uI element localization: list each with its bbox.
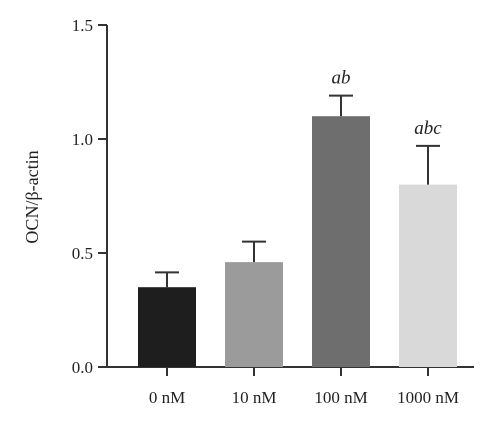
x-tick-label: 100 nM (314, 388, 367, 407)
bar (225, 262, 283, 367)
y-tick-label: 1.0 (72, 130, 93, 149)
x-tick-label: 10 nM (232, 388, 277, 407)
y-tick-label: 1.5 (72, 16, 93, 35)
bar (399, 184, 457, 367)
bar (138, 287, 196, 367)
bars (138, 116, 457, 367)
significance-label: abc (414, 118, 442, 139)
significance-label: ab (332, 68, 351, 89)
y-tick-label: 0.0 (72, 358, 93, 377)
x-tick-label: 1000 nM (397, 388, 459, 407)
y-axis-title: OCN/β-actin (22, 150, 42, 243)
x-tick-label: 0 nM (149, 388, 185, 407)
error-bars (155, 94, 440, 288)
y-tick-label: 0.5 (72, 244, 93, 263)
labels: 0.0 0.5 1.0 1.5 0 nM 10 nM 100 nM ab 1000 nM abc (72, 16, 459, 407)
bar (312, 116, 370, 367)
